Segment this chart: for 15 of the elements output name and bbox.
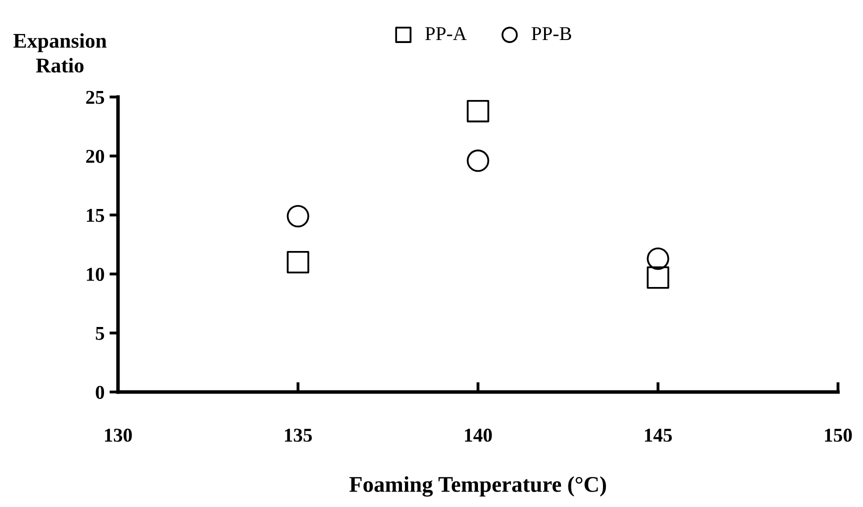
legend-label: PP-A bbox=[425, 27, 467, 40]
x-axis-title: Foaming Temperature (°C) bbox=[349, 476, 606, 497]
y-tick-label: 0 bbox=[96, 386, 104, 399]
x-tick-label: 140 bbox=[464, 428, 492, 442]
x-tick-label: 130 bbox=[104, 428, 132, 442]
legend-label: PP-B bbox=[532, 27, 572, 40]
x-tick-label: 145 bbox=[644, 428, 672, 442]
y-tick-label: 20 bbox=[86, 150, 104, 163]
y-tick-label: 5 bbox=[96, 327, 104, 340]
y-tick-label: 15 bbox=[86, 208, 104, 222]
y-tick-label: 25 bbox=[86, 90, 104, 104]
y-axis-title: Expansion Ratio bbox=[13, 33, 107, 73]
x-tick-label: 150 bbox=[824, 428, 852, 442]
y-tick-label: 10 bbox=[86, 268, 104, 281]
x-tick-label: 135 bbox=[284, 428, 312, 442]
